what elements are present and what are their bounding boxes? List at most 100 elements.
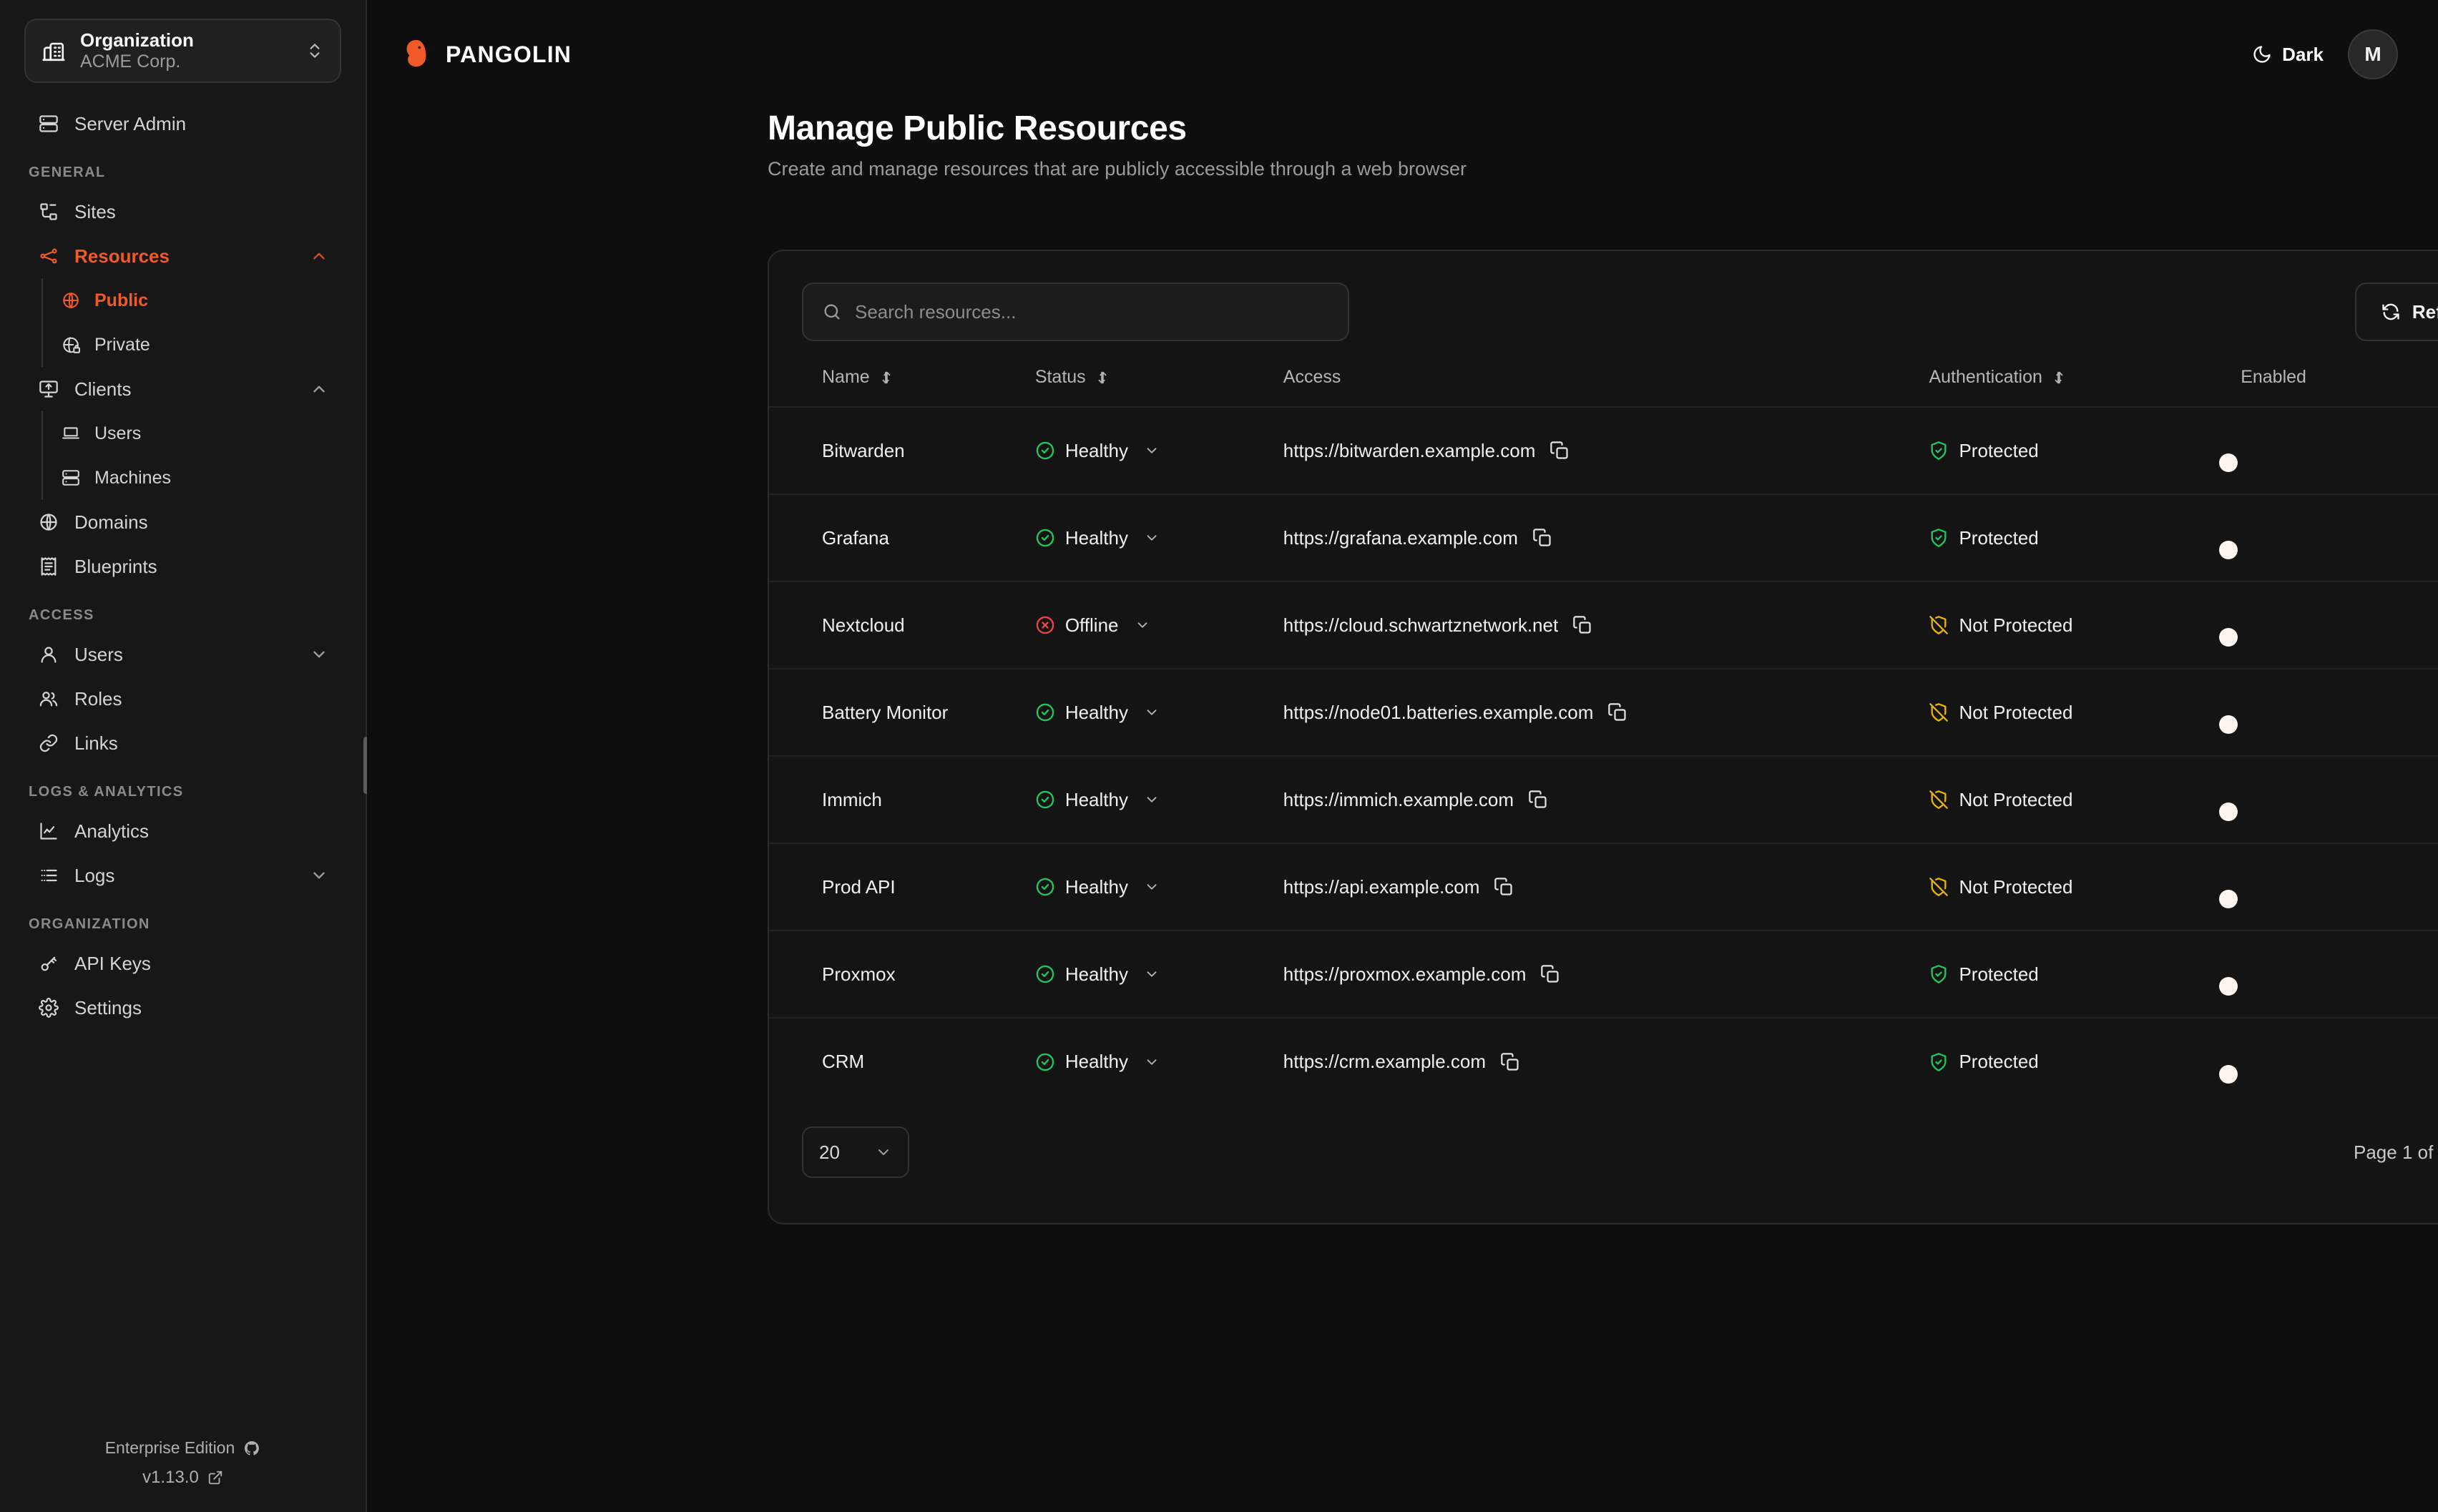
chevron-down-icon[interactable] — [1135, 617, 1150, 633]
sidebar-item-analytics[interactable]: Analytics — [10, 809, 351, 853]
sidebar-resize-handle[interactable] — [363, 737, 369, 794]
cell-authentication: Not Protected — [1929, 669, 2241, 757]
table-row[interactable]: Immich Healthy https://immich.example.co… — [769, 756, 2438, 844]
copy-icon[interactable] — [1494, 877, 1514, 897]
access-url[interactable]: https://cloud.schwartznetwork.net — [1283, 614, 1559, 636]
table-row[interactable]: Nextcloud Offline https://cloud.schwartz… — [769, 581, 2438, 669]
cell-status[interactable]: Healthy — [1034, 843, 1283, 931]
cell-status[interactable]: Healthy — [1034, 494, 1283, 582]
sidebar-item-clients[interactable]: Clients — [10, 367, 351, 411]
access-url[interactable]: https://proxmox.example.com — [1283, 963, 1527, 985]
cell-authentication: Not Protected — [1929, 756, 2241, 844]
access-url[interactable]: https://crm.example.com — [1283, 1051, 1486, 1072]
access-url[interactable]: https://grafana.example.com — [1283, 526, 1518, 549]
cell-enabled — [2241, 931, 2438, 1018]
sidebar-item-label: Public — [94, 290, 149, 310]
chevron-down-icon[interactable] — [1144, 705, 1160, 720]
copy-icon[interactable] — [1540, 964, 1560, 984]
chevron-down-icon[interactable] — [1144, 530, 1160, 546]
access-url[interactable]: https://node01.batteries.example.com — [1283, 701, 1594, 723]
resource-name: Bitwarden — [822, 439, 905, 461]
access-url[interactable]: https://immich.example.com — [1283, 788, 1514, 810]
sidebar-item-domains[interactable]: Domains — [10, 500, 351, 544]
cell-status[interactable]: Healthy — [1034, 669, 1283, 757]
search-input[interactable] — [855, 300, 1329, 323]
status-icon — [1035, 702, 1055, 722]
refresh-label: Refresh — [2412, 300, 2438, 323]
copy-icon[interactable] — [1500, 1052, 1520, 1072]
sidebar-item-blueprints[interactable]: Blueprints — [10, 544, 351, 589]
version-link[interactable]: v1.13.0 — [0, 1468, 366, 1488]
theme-toggle[interactable]: Dark — [2252, 44, 2324, 66]
chevron-down-icon[interactable] — [1144, 879, 1160, 895]
access-url[interactable]: https://bitwarden.example.com — [1283, 439, 1536, 461]
sidebar-item-label: Resources — [74, 245, 170, 267]
table-row[interactable]: Prod API Healthy https://api.example.com… — [769, 843, 2438, 931]
table-row[interactable]: Proxmox Healthy https://proxmox.example.… — [769, 931, 2438, 1018]
chevron-down-icon[interactable] — [1144, 1054, 1160, 1070]
sidebar-item-users[interactable]: Users — [10, 632, 351, 677]
pangolin-logo-icon — [400, 38, 433, 71]
status-label: Healthy — [1064, 1051, 1128, 1072]
column-header-name[interactable]: Name — [769, 367, 1035, 408]
laptop-icon — [62, 424, 80, 443]
copy-icon[interactable] — [1528, 790, 1548, 810]
brand-logo[interactable]: PANGOLIN — [400, 38, 572, 71]
sidebar-section-organization: ORGANIZATION — [29, 916, 150, 932]
refresh-icon — [2381, 302, 2401, 322]
chevron-down-icon[interactable] — [1144, 792, 1160, 807]
cell-status[interactable]: Offline — [1034, 581, 1283, 669]
column-header-authentication[interactable]: Authentication — [1929, 367, 2241, 408]
sidebar-item-sites[interactable]: Sites — [10, 190, 351, 234]
page-size-select[interactable]: 20 — [802, 1126, 909, 1178]
sidebar-item-machines[interactable]: Machines — [43, 456, 366, 500]
org-switcher[interactable]: Organization ACME Corp. — [24, 19, 341, 83]
cell-authentication: Protected — [1929, 1018, 2241, 1105]
sidebar-item-clients-users[interactable]: Users — [43, 411, 366, 456]
sidebar-item-private[interactable]: Private — [43, 323, 366, 367]
chevron-down-icon[interactable] — [1144, 443, 1160, 458]
copy-icon[interactable] — [1532, 528, 1552, 548]
chevrons-up-down-icon — [305, 41, 324, 60]
access-url[interactable]: https://api.example.com — [1283, 875, 1480, 898]
cell-status[interactable]: Healthy — [1034, 407, 1283, 495]
sidebar-item-public[interactable]: Public — [43, 278, 366, 323]
chevron-up-icon — [310, 380, 328, 398]
avatar[interactable]: M — [2348, 29, 2398, 79]
sidebar-item-server-admin[interactable]: Server Admin — [10, 102, 351, 146]
column-label: Name — [822, 367, 870, 387]
cell-access: https://bitwarden.example.com — [1283, 407, 1929, 495]
sidebar-item-api-keys[interactable]: API Keys — [10, 941, 351, 986]
table-row[interactable]: CRM Healthy https://crm.example.com Prot… — [769, 1018, 2438, 1105]
table-row[interactable]: Battery Monitor Healthy https://node01.b… — [769, 669, 2438, 757]
sidebar-item-label: Machines — [94, 467, 171, 488]
auth-label: Protected — [1959, 963, 2039, 985]
sidebar-item-resources[interactable]: Resources — [10, 234, 351, 278]
column-header-status[interactable]: Status — [1034, 367, 1283, 408]
sidebar-item-settings[interactable]: Settings — [10, 986, 351, 1030]
building-icon — [41, 39, 66, 63]
shield-icon — [1929, 877, 1949, 897]
chevron-down-icon[interactable] — [1144, 966, 1160, 982]
sidebar-item-links[interactable]: Links — [10, 721, 351, 765]
cell-access: https://proxmox.example.com — [1283, 931, 1929, 1018]
sidebar-item-roles[interactable]: Roles — [10, 677, 351, 721]
search-box[interactable] — [802, 283, 1349, 341]
copy-icon[interactable] — [1572, 615, 1592, 635]
auth-label: Protected — [1959, 439, 2039, 461]
cell-enabled — [2241, 756, 2438, 844]
table-row[interactable]: Bitwarden Healthy https://bitwarden.exam… — [769, 407, 2438, 495]
table-body: Bitwarden Healthy https://bitwarden.exam… — [769, 407, 2438, 1105]
cell-status[interactable]: Healthy — [1035, 1018, 1283, 1105]
table-row[interactable]: Grafana Healthy https://grafana.example.… — [769, 494, 2438, 582]
copy-icon[interactable] — [1550, 441, 1570, 461]
refresh-button[interactable]: Refresh — [2354, 283, 2438, 341]
cell-status[interactable]: Healthy — [1034, 931, 1283, 1018]
globe-icon — [62, 291, 80, 310]
cell-status[interactable]: Healthy — [1034, 756, 1283, 844]
sidebar: Organization ACME Corp. Server Admin GEN… — [0, 0, 369, 1512]
sidebar-item-label: Blueprints — [74, 555, 157, 577]
copy-icon[interactable] — [1607, 702, 1627, 722]
sidebar-item-logs[interactable]: Logs — [10, 853, 351, 898]
edition-link[interactable]: Enterprise Edition — [0, 1438, 366, 1458]
